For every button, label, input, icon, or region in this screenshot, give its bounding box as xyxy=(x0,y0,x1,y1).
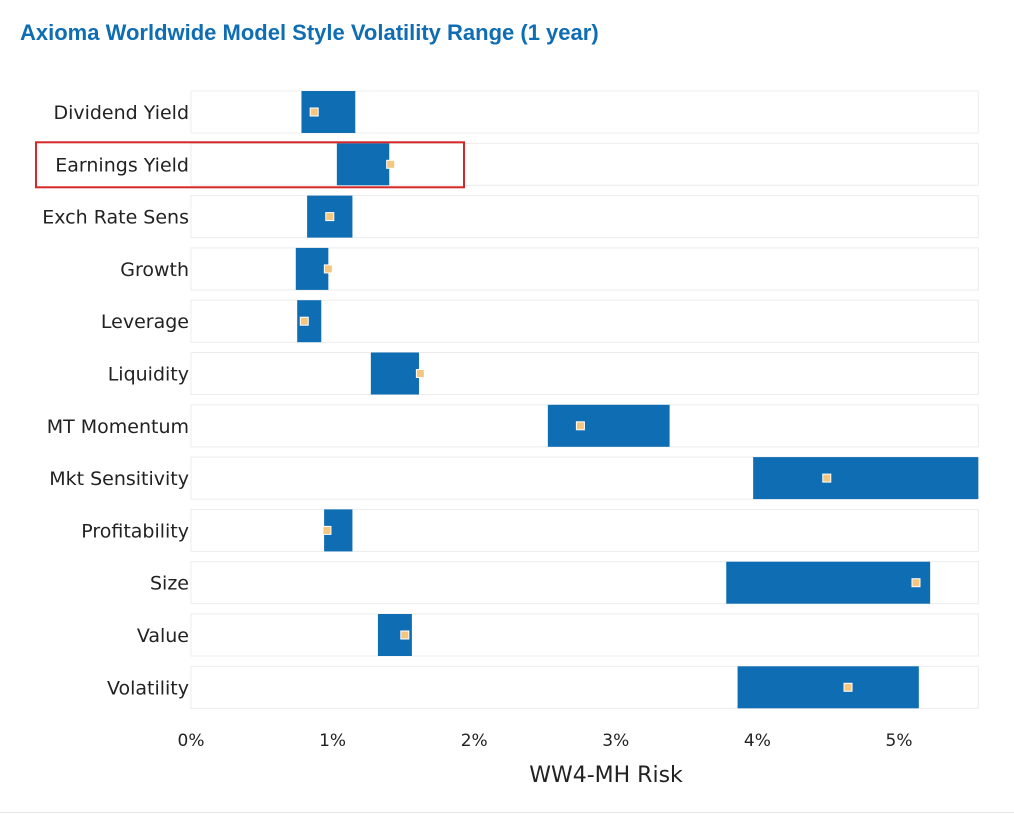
current-marker-dividend-yield xyxy=(309,107,319,117)
range-bar-earnings-yield xyxy=(336,143,390,186)
row-background-leverage xyxy=(190,299,979,343)
range-bar-size xyxy=(726,561,931,604)
category-labels: Dividend Yield Earnings Yield Exch Rate Se… xyxy=(42,102,189,699)
range-bar-dividend-yield xyxy=(301,91,356,133)
current-marker-volatility xyxy=(843,682,853,692)
x-axis-title: WW4-MH Risk xyxy=(529,763,683,788)
x-tick-label: 1% xyxy=(319,731,346,751)
current-marker-value xyxy=(400,630,410,640)
current-markers xyxy=(299,107,921,692)
category-label-profitability: Profitability xyxy=(81,520,189,542)
bottom-divider xyxy=(0,812,1014,813)
category-label-mkt-sensitivity: Mkt Sensitivity xyxy=(49,468,189,490)
category-label-value: Value xyxy=(137,625,189,647)
current-marker-mkt-sensitivity xyxy=(822,473,832,483)
category-label-exch-rate-sens: Exch Rate Sens xyxy=(42,207,189,229)
current-marker-growth xyxy=(323,264,333,274)
row-background-liquidity xyxy=(190,352,979,395)
range-bar-mt-momentum xyxy=(547,404,670,447)
chart-title: Axioma Worldwide Model Style Volatility … xyxy=(20,20,599,45)
current-marker-exch-rate-sens xyxy=(325,212,335,222)
x-tick-label: 2% xyxy=(461,731,488,751)
x-tick-label: 3% xyxy=(602,731,629,751)
x-tick-label: 4% xyxy=(744,731,771,751)
range-bar-volatility xyxy=(737,666,919,709)
x-tick-label: 5% xyxy=(886,731,913,751)
range-bar-growth xyxy=(295,247,329,290)
category-label-leverage: Leverage xyxy=(101,311,189,333)
category-label-liquidity: Liquidity xyxy=(108,364,189,386)
category-label-growth: Growth xyxy=(120,259,189,281)
range-bar-liquidity xyxy=(370,352,419,395)
x-axis-ticks: 0% 1% 2% 3% 4% 5% xyxy=(178,731,913,751)
category-label-volatility: Volatility xyxy=(107,677,189,699)
row-background-earnings-yield xyxy=(190,142,979,186)
row-background-value xyxy=(190,613,979,657)
range-bars xyxy=(295,91,979,709)
highlight-layer xyxy=(35,141,465,189)
category-label-size: Size xyxy=(150,573,189,595)
row-background-profitability xyxy=(190,508,979,552)
current-marker-liquidity xyxy=(415,369,425,378)
category-label-earnings-yield: Earnings Yield xyxy=(55,154,189,176)
highlight-box-earnings-yield xyxy=(35,141,465,189)
x-tick-label: 0% xyxy=(178,731,205,751)
current-marker-leverage xyxy=(299,316,309,326)
current-marker-profitability xyxy=(322,525,332,535)
current-marker-size xyxy=(911,578,921,588)
row-backgrounds xyxy=(190,90,979,709)
current-marker-mt-momentum xyxy=(575,421,585,431)
range-bar-mkt-sensitivity xyxy=(753,457,979,500)
category-label-mt-momentum: MT Momentum xyxy=(47,416,189,438)
category-label-dividend-yield: Dividend Yield xyxy=(53,102,189,124)
current-marker-earnings-yield xyxy=(386,159,396,169)
